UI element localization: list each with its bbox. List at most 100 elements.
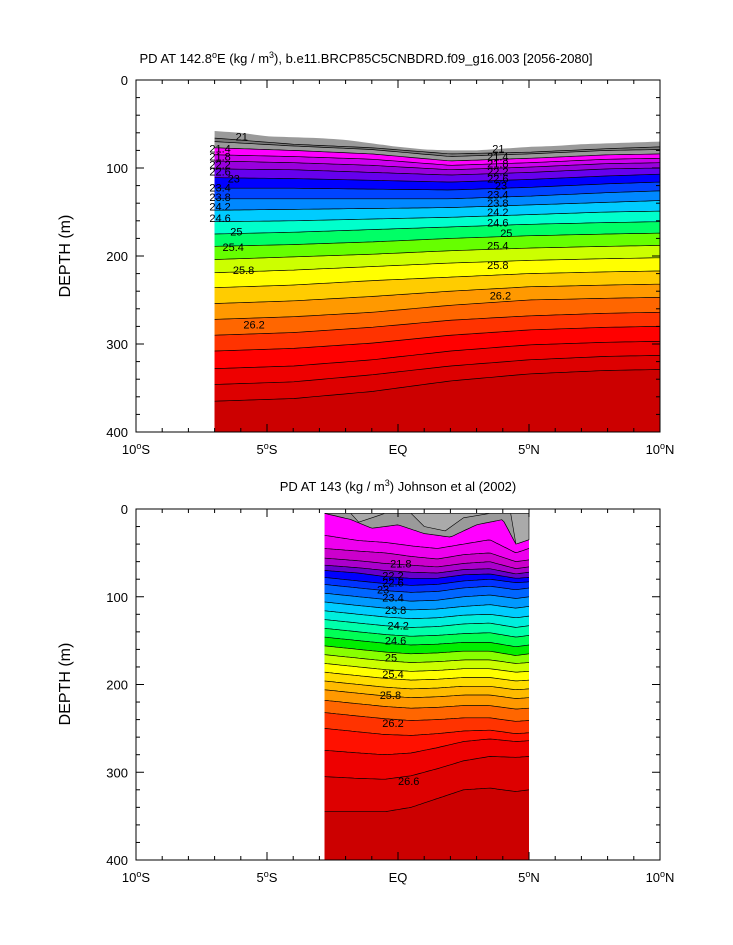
x-tick-label: 5oN (518, 869, 540, 885)
contour-label: 22.2 (382, 571, 403, 583)
x-tick-label: 5oS (257, 441, 278, 457)
contour-label: 21.4 (487, 152, 508, 164)
contour-band-22 (214, 369, 660, 432)
contour-line-0 (214, 137, 660, 155)
contour-label: 26.2 (243, 320, 264, 332)
contour-label: 26.2 (490, 291, 511, 303)
contour-line-6 (214, 173, 660, 183)
y-tick-label: 100 (106, 590, 128, 605)
contour-line-11 (214, 221, 660, 235)
contour-label: 23 (228, 174, 240, 186)
y-tick-label: 300 (106, 337, 128, 352)
contour-label: 23.8 (487, 198, 508, 210)
contour-line-3 (214, 154, 660, 166)
contour-label: 23.8 (209, 192, 230, 204)
contour-line-2 (214, 147, 660, 162)
contour-line-22 (214, 369, 660, 402)
y-tick-label: 400 (106, 853, 128, 868)
contour-line-5 (324, 570, 530, 579)
contour-line-1 (324, 534, 530, 553)
contour-label: 23 (377, 585, 389, 597)
contour-line-22 (324, 728, 530, 736)
contour-line-18 (324, 680, 530, 691)
contour-line-8 (324, 592, 530, 602)
contour-label: 22.2 (487, 167, 508, 179)
contour-label: 26.2 (382, 718, 403, 730)
contour-line-9 (324, 601, 530, 611)
contour-line-14 (324, 645, 530, 656)
contour-line-15 (214, 270, 660, 289)
contour-label: 23 (495, 181, 507, 193)
x-tick-label: 5oN (518, 441, 540, 457)
contour-panel-top: PD AT 142.8oE (kg / m3), b.e11.BRCP85C5C… (57, 50, 674, 457)
contour-label: 22.6 (382, 578, 403, 590)
contour-line-17 (324, 671, 530, 682)
contour-line-13 (214, 245, 660, 260)
contour-label: 23.4 (209, 182, 230, 194)
contour-label: 25 (500, 228, 512, 240)
contour-label: 24.2 (487, 207, 508, 219)
contour-label: 23.4 (487, 189, 508, 201)
contour-line-16 (214, 283, 660, 304)
contour-line-20 (324, 699, 530, 710)
contour-line-0 (324, 513, 530, 544)
contour-line-14 (214, 257, 660, 274)
missing-data-cap (324, 513, 530, 545)
contour-label: 25 (385, 652, 397, 664)
y-tick-label: 200 (106, 678, 128, 693)
x-tick-label: 5oS (257, 869, 278, 885)
contour-label: 24.2 (209, 202, 230, 214)
contour-label: 25.4 (487, 240, 508, 252)
contour-label: 21.8 (487, 159, 508, 171)
x-tick-label: 10oN (646, 441, 675, 457)
contour-line-19 (214, 326, 660, 352)
contour-line-13 (324, 636, 530, 648)
contour-label: 25.8 (233, 265, 254, 277)
contour-band-25 (324, 788, 529, 860)
y-axis-label: DEPTH (m) (57, 215, 74, 298)
x-tick-label: 10oS (122, 869, 150, 885)
contour-label: 21 (236, 131, 248, 143)
contour-line-5 (214, 167, 660, 176)
x-tick-label: EQ (389, 870, 408, 885)
contour-line-10 (324, 610, 530, 620)
contour-label: 23.8 (385, 605, 406, 617)
chart-title: PD AT 142.8oE (kg / m3), b.e11.BRCP85C5C… (139, 50, 592, 66)
contour-line-21 (324, 712, 530, 722)
contour-label: 25.8 (487, 260, 508, 272)
contour-line-6 (324, 577, 530, 586)
contour-line-18 (214, 311, 660, 336)
contour-label: 23.4 (382, 593, 403, 605)
contour-line-7 (324, 584, 530, 593)
contour-line-8 (214, 190, 660, 200)
contour-label: 22.6 (487, 174, 508, 186)
contour-line-4 (324, 564, 530, 575)
y-tick-label: 200 (106, 249, 128, 264)
contour-line-25 (324, 787, 530, 813)
contour-label: 25.8 (380, 690, 401, 702)
contour-line-17 (214, 297, 660, 320)
contour-label: 24.6 (385, 636, 406, 648)
contour-label: 26.6 (398, 776, 419, 788)
contour-label: 21.8 (390, 558, 411, 570)
contour-label: 21 (492, 144, 504, 156)
contour-label: 22.6 (209, 167, 230, 179)
contour-label: 25 (230, 226, 242, 238)
x-tick-label: EQ (389, 442, 408, 457)
contour-line-1 (214, 141, 660, 157)
contour-label: 25.4 (223, 242, 244, 254)
contour-line-7 (214, 181, 660, 191)
contour-line-24 (324, 756, 530, 780)
contour-line-11 (324, 619, 530, 628)
contour-label: 24.6 (209, 213, 230, 225)
y-tick-label: 100 (106, 161, 128, 176)
contour-line-16 (324, 663, 530, 673)
contour-label: 21.4 (209, 144, 230, 156)
contour-label: 22.2 (209, 160, 230, 172)
contour-panel-bottom: PD AT 143 (kg / m3) Johnson et al (2002)… (57, 478, 674, 885)
contour-line-15 (324, 654, 530, 664)
contour-line-21 (214, 355, 660, 385)
contour-label: 25.4 (382, 669, 403, 681)
y-axis-label: DEPTH (m) (57, 643, 74, 726)
